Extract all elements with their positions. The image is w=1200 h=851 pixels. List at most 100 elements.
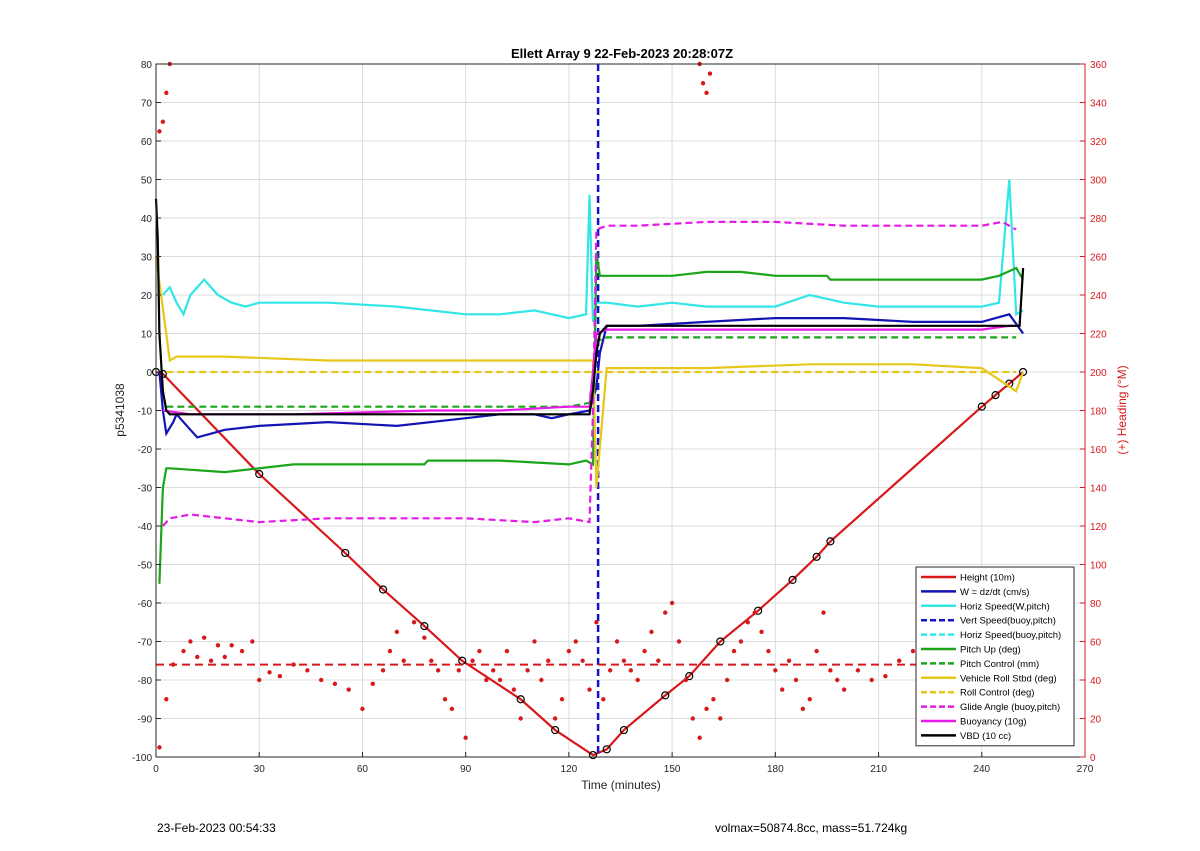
heading-point	[869, 677, 874, 683]
heading-point	[411, 620, 417, 625]
heading-point	[883, 673, 888, 679]
x-tick-label: 60	[357, 764, 369, 775]
series-line-glide-angle-buoy-pitch	[162, 220, 1017, 527]
legend-box	[915, 566, 1075, 747]
heading-point	[580, 658, 585, 663]
height-marker	[420, 621, 429, 631]
height-marker	[551, 725, 560, 735]
series-line-horiz-speed-w-pitch	[162, 179, 1024, 323]
heading-point	[601, 697, 606, 702]
x-tick-label: 0	[153, 764, 159, 775]
height-marker	[826, 537, 835, 546]
heading-point	[835, 677, 840, 683]
heading-point	[773, 668, 778, 673]
y-tick-label: 50	[141, 176, 153, 187]
height-marker	[588, 750, 598, 760]
heading-scatter	[156, 61, 1017, 750]
y-tick-label: -100	[132, 753, 152, 764]
heading-point	[370, 681, 375, 687]
y2-tick-label: 180	[1090, 407, 1107, 418]
heading-point	[656, 658, 661, 663]
heading-point	[766, 648, 771, 654]
heading-point	[759, 629, 764, 635]
y2-tick-label: 320	[1090, 137, 1107, 148]
heading-point	[814, 648, 819, 654]
heading-point	[504, 648, 510, 654]
heading-point	[456, 668, 461, 673]
heading-point	[208, 658, 214, 663]
y2-tick-label: 280	[1090, 214, 1107, 225]
heading-point	[897, 658, 902, 663]
y2-tick-label: 120	[1090, 522, 1107, 533]
y2-tick-label: 260	[1090, 253, 1107, 264]
series-line-buoyancy-10g	[162, 324, 1017, 416]
series-line-vehicle-roll-stbd-deg	[154, 256, 1025, 488]
heading-point	[277, 673, 283, 679]
heading-point	[332, 681, 338, 687]
heading-point	[704, 90, 709, 96]
y2-tick-label: 240	[1090, 291, 1107, 302]
height-marker	[977, 402, 986, 411]
x-tick-label: 270	[1077, 764, 1094, 775]
heading-point	[559, 697, 565, 702]
heading-point	[525, 668, 530, 673]
heading-point	[387, 648, 393, 654]
height-marker	[378, 585, 388, 594]
y-tick-label: 60	[141, 137, 153, 148]
legend-label: Glide Angle (buoy,pitch)	[960, 702, 1060, 713]
heading-point	[422, 635, 427, 640]
height-marker	[602, 745, 611, 754]
y2-tick-label: 40	[1090, 676, 1102, 687]
legend-label: Horiz Speed(buoy,pitch)	[960, 630, 1061, 641]
heading-point	[164, 90, 169, 96]
footer-timestamp: 23-Feb-2023 00:54:33	[157, 821, 276, 835]
height-marker	[619, 725, 629, 735]
heading-point	[360, 706, 365, 712]
heading-point	[435, 668, 441, 673]
y-tick-label: -90	[138, 715, 153, 726]
heading-point	[738, 639, 744, 644]
legend-label: Roll Control (deg)	[960, 688, 1034, 699]
legend-label: Pitch Control (mm)	[960, 659, 1039, 670]
heading-point	[429, 658, 434, 663]
heading-point	[607, 668, 613, 673]
height-marker	[716, 637, 725, 646]
heading-point	[188, 639, 193, 644]
heading-point	[157, 745, 162, 750]
heading-point	[171, 662, 176, 667]
x-tick-label: 30	[254, 764, 266, 775]
heading-point	[690, 716, 695, 721]
x-axis-label: Time (minutes)	[581, 778, 661, 792]
x-tick-label: 180	[767, 764, 784, 775]
heading-point	[697, 735, 702, 740]
heading-point	[539, 677, 544, 683]
legend-label: Buoyancy (10g)	[960, 717, 1027, 728]
y2-axis-label: (+) Heading (°M)	[1115, 365, 1129, 454]
heading-point	[497, 677, 503, 683]
legend-label: W = dz/dt (cm/s)	[960, 587, 1029, 598]
heading-point	[291, 662, 296, 667]
legend-label: Vert Speed(buoy,pitch)	[960, 616, 1056, 627]
heading-point	[628, 668, 634, 673]
heading-point	[700, 81, 706, 86]
height-marker	[516, 695, 525, 704]
heading-point	[821, 610, 826, 615]
heading-point	[704, 706, 709, 712]
height-marker	[255, 469, 264, 479]
heading-point	[380, 668, 386, 673]
heading-point	[793, 677, 799, 683]
y-tick-label: 80	[141, 60, 153, 71]
y2-tick-label: 140	[1090, 484, 1107, 495]
height-marker	[1018, 367, 1028, 377]
heading-point	[745, 620, 751, 625]
height-marker	[661, 691, 670, 700]
x-tick-label: 150	[664, 764, 681, 775]
heading-point	[828, 668, 833, 673]
heading-point	[780, 687, 785, 692]
heading-point	[267, 670, 272, 675]
heading-point	[594, 620, 599, 625]
y2-tick-label: 20	[1090, 715, 1102, 726]
heading-point	[222, 654, 228, 660]
legend-label: Vehicle Roll Stbd (deg)	[960, 673, 1057, 684]
heading-point	[239, 648, 245, 654]
